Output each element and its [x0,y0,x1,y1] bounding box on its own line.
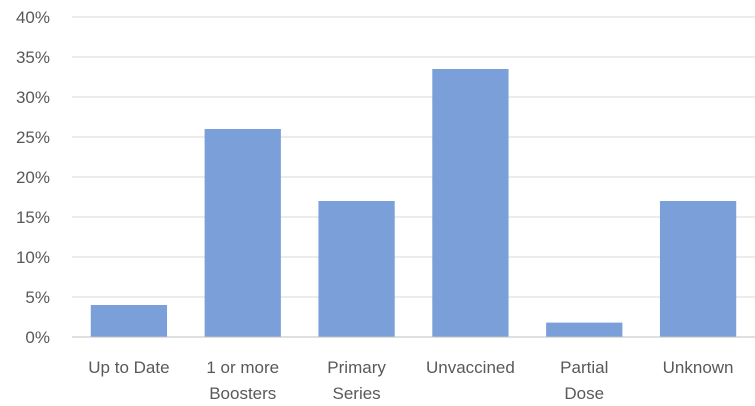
y-tick-label: 0% [25,328,50,347]
grid-lines [72,16,755,298]
y-tick-label: 25% [16,128,50,147]
y-tick-label: 20% [16,168,50,187]
y-tick-label: 30% [16,88,50,107]
x-category-label: Primary Series [327,358,386,403]
x-category-label: Up to Date [88,358,169,377]
y-axis-ticks: 0% 5% 10% 15% 20% 25% 30% 35% 40% [16,8,50,347]
bar [432,69,509,337]
y-tick-label: 35% [16,48,50,67]
bar [90,305,168,337]
bar [546,322,623,337]
bar [204,129,281,337]
x-axis-categories: Up to Date 1 or more Boosters Primary Series… [88,358,733,403]
bar [659,201,737,337]
bar [318,201,395,337]
x-category-label: Unvaccined [426,358,515,377]
y-tick-label: 5% [25,288,50,307]
x-category-label: Unknown [663,358,734,377]
y-tick-label: 15% [16,208,50,227]
bars [90,69,737,337]
x-category-label: 1 or more Boosters [206,358,279,403]
y-tick-label: 10% [16,248,50,267]
x-category-label: Partial Dose [560,358,608,403]
y-tick-label: 40% [16,8,50,27]
